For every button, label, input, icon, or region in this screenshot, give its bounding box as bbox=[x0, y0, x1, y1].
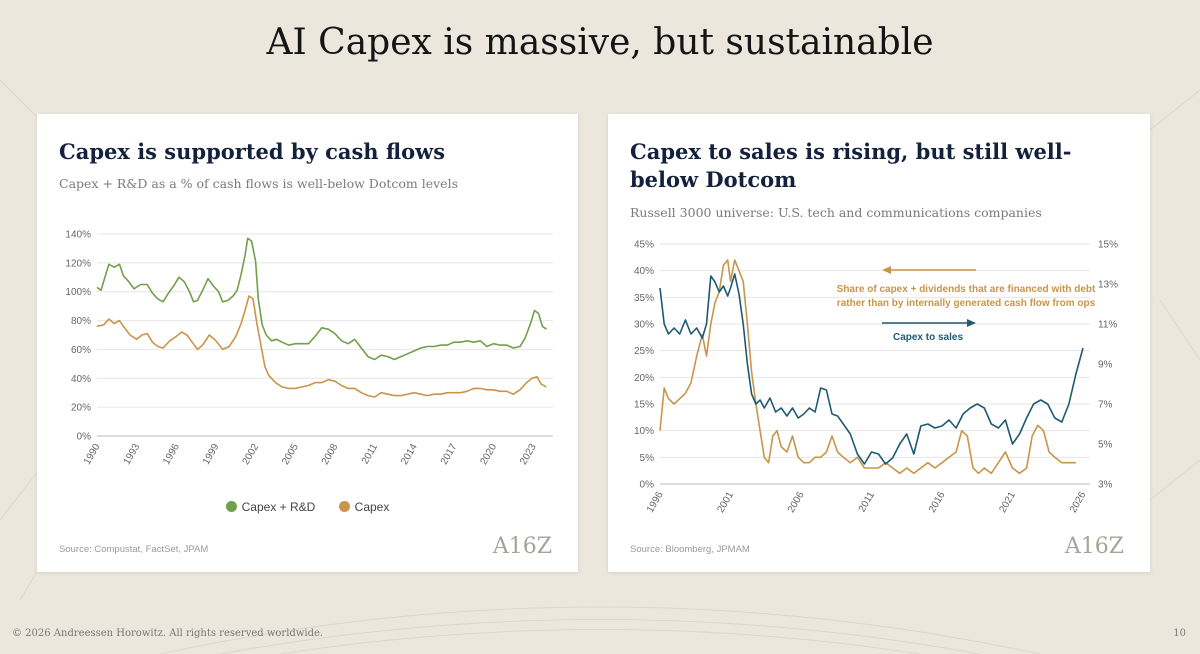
left-y-tick-label: 100% bbox=[65, 287, 91, 298]
legend-item-capex-rd: Capex + R&D bbox=[225, 500, 316, 514]
legend-item-capex: Capex bbox=[338, 500, 390, 514]
right-x-tick-label: 2011 bbox=[857, 490, 877, 515]
right-line-chart: 0% 5% 10% 15% 20% 25% 30% 35% 40% 45% 3% 5% 7% 9% 11%… bbox=[634, 240, 1118, 515]
left-x-tick-label: 2017 bbox=[439, 442, 460, 467]
a16z-logo-right: A16Z bbox=[1064, 534, 1124, 559]
legend-dot-green bbox=[225, 501, 237, 512]
right-x-tick-label: 2016 bbox=[927, 490, 948, 515]
left-chart-title: Capex is supported by cash flows bbox=[59, 139, 446, 164]
right-y-left-tick-label: 10% bbox=[634, 426, 654, 437]
gold-arrow-head bbox=[882, 266, 891, 274]
left-y-tick-label: 120% bbox=[65, 258, 91, 269]
right-y-right-tick-label: 9% bbox=[1098, 360, 1113, 371]
left-y-tick-label: 140% bbox=[65, 230, 91, 241]
left-x-tick-label: 2020 bbox=[478, 442, 499, 467]
left-x-tick-label: 2011 bbox=[360, 442, 380, 467]
series-line-debt-financed-share bbox=[659, 259, 1076, 475]
teal-arrow-head bbox=[967, 319, 976, 327]
annotation-debt-line1: Share of capex + dividends that are fina… bbox=[837, 284, 1096, 295]
right-y-left-tick-label: 40% bbox=[634, 266, 654, 277]
right-y-right-tick-label: 13% bbox=[1098, 280, 1118, 291]
left-chart-subtitle: Capex + R&D as a % of cash flows is well… bbox=[59, 176, 458, 191]
right-y-left-tick-label: 30% bbox=[634, 320, 654, 331]
left-x-tick-label: 2002 bbox=[241, 442, 262, 467]
right-x-tick-label: 2021 bbox=[997, 490, 1018, 515]
left-x-tick-label: 2008 bbox=[320, 442, 341, 467]
right-y-left-tick-label: 25% bbox=[634, 346, 654, 357]
right-y-left-tick-label: 45% bbox=[634, 240, 654, 251]
left-x-tick-label: 2014 bbox=[399, 442, 420, 467]
right-chart-source: Source: Bloomberg, JPMAM bbox=[630, 544, 750, 555]
right-y-right-tick-label: 3% bbox=[1098, 480, 1113, 491]
right-y-right-tick-label: 11% bbox=[1098, 320, 1117, 331]
right-chart-title: Capex to sales is rising, but still well… bbox=[630, 139, 1072, 192]
series-line-capex bbox=[96, 295, 547, 398]
left-x-tick-label: 1990 bbox=[82, 442, 103, 467]
right-x-tick-label: 2026 bbox=[1068, 490, 1089, 515]
right-y-left-tick-label: 5% bbox=[640, 453, 655, 464]
right-x-tick-label: 1996 bbox=[645, 490, 666, 515]
right-y-right-tick-label: 15% bbox=[1098, 240, 1118, 251]
right-y-right-tick-label: 5% bbox=[1098, 440, 1113, 451]
left-line-chart: 0% 20% 40% 60% 80% 100% 120% 140% 1990 1993 1996 1… bbox=[65, 230, 553, 467]
left-y-tick-label: 80% bbox=[71, 316, 91, 327]
left-y-tick-label: 0% bbox=[77, 432, 92, 443]
right-chart-subtitle: Russell 3000 universe: U.S. tech and com… bbox=[630, 205, 1042, 220]
left-y-tick-label: 40% bbox=[71, 374, 91, 385]
right-chart-card: Capex to sales is rising, but still well… bbox=[608, 114, 1150, 572]
left-x-tick-label: 2005 bbox=[280, 442, 301, 467]
legend-label-capex: Capex bbox=[354, 500, 390, 514]
left-x-tick-label: 1993 bbox=[122, 442, 143, 467]
annotation-debt-line2: rather than by internally generated cash… bbox=[837, 298, 1096, 309]
left-x-tick-label: 1999 bbox=[201, 442, 222, 467]
left-y-tick-label: 20% bbox=[71, 403, 91, 414]
left-x-tick-label: 2023 bbox=[518, 442, 539, 467]
right-y-left-tick-label: 15% bbox=[634, 400, 654, 411]
legend-label-capex-rd: Capex + R&D bbox=[241, 500, 316, 514]
left-chart-legend: Capex + R&D Capex bbox=[37, 500, 578, 514]
right-y-left-tick-label: 35% bbox=[634, 293, 654, 304]
series-line-capex-to-sales bbox=[659, 273, 1084, 465]
legend-dot-gold bbox=[338, 501, 350, 512]
left-chart-card: Capex is supported by cash flows Capex +… bbox=[37, 114, 578, 572]
right-x-tick-label: 2001 bbox=[715, 490, 736, 515]
annotation-capex-to-sales: Capex to sales bbox=[893, 332, 963, 343]
right-x-tick-label: 2006 bbox=[786, 490, 807, 515]
slide-title: AI Capex is massive, but sustainable bbox=[266, 22, 934, 63]
right-y-left-tick-label: 0% bbox=[640, 480, 655, 491]
left-x-tick-label: 1996 bbox=[161, 442, 182, 467]
series-line-capex-rd bbox=[96, 237, 547, 361]
right-y-right-tick-label: 7% bbox=[1098, 400, 1113, 411]
a16z-logo: A16Z bbox=[492, 534, 552, 559]
page-number: 10 bbox=[1173, 628, 1186, 639]
footer-copyright: © 2026 Andreessen Horowitz. All rights r… bbox=[12, 628, 324, 639]
left-chart-source: Source: Compustat, FactSet, JPAM bbox=[59, 544, 209, 555]
left-y-tick-label: 60% bbox=[71, 345, 91, 356]
right-y-left-tick-label: 20% bbox=[634, 373, 654, 384]
